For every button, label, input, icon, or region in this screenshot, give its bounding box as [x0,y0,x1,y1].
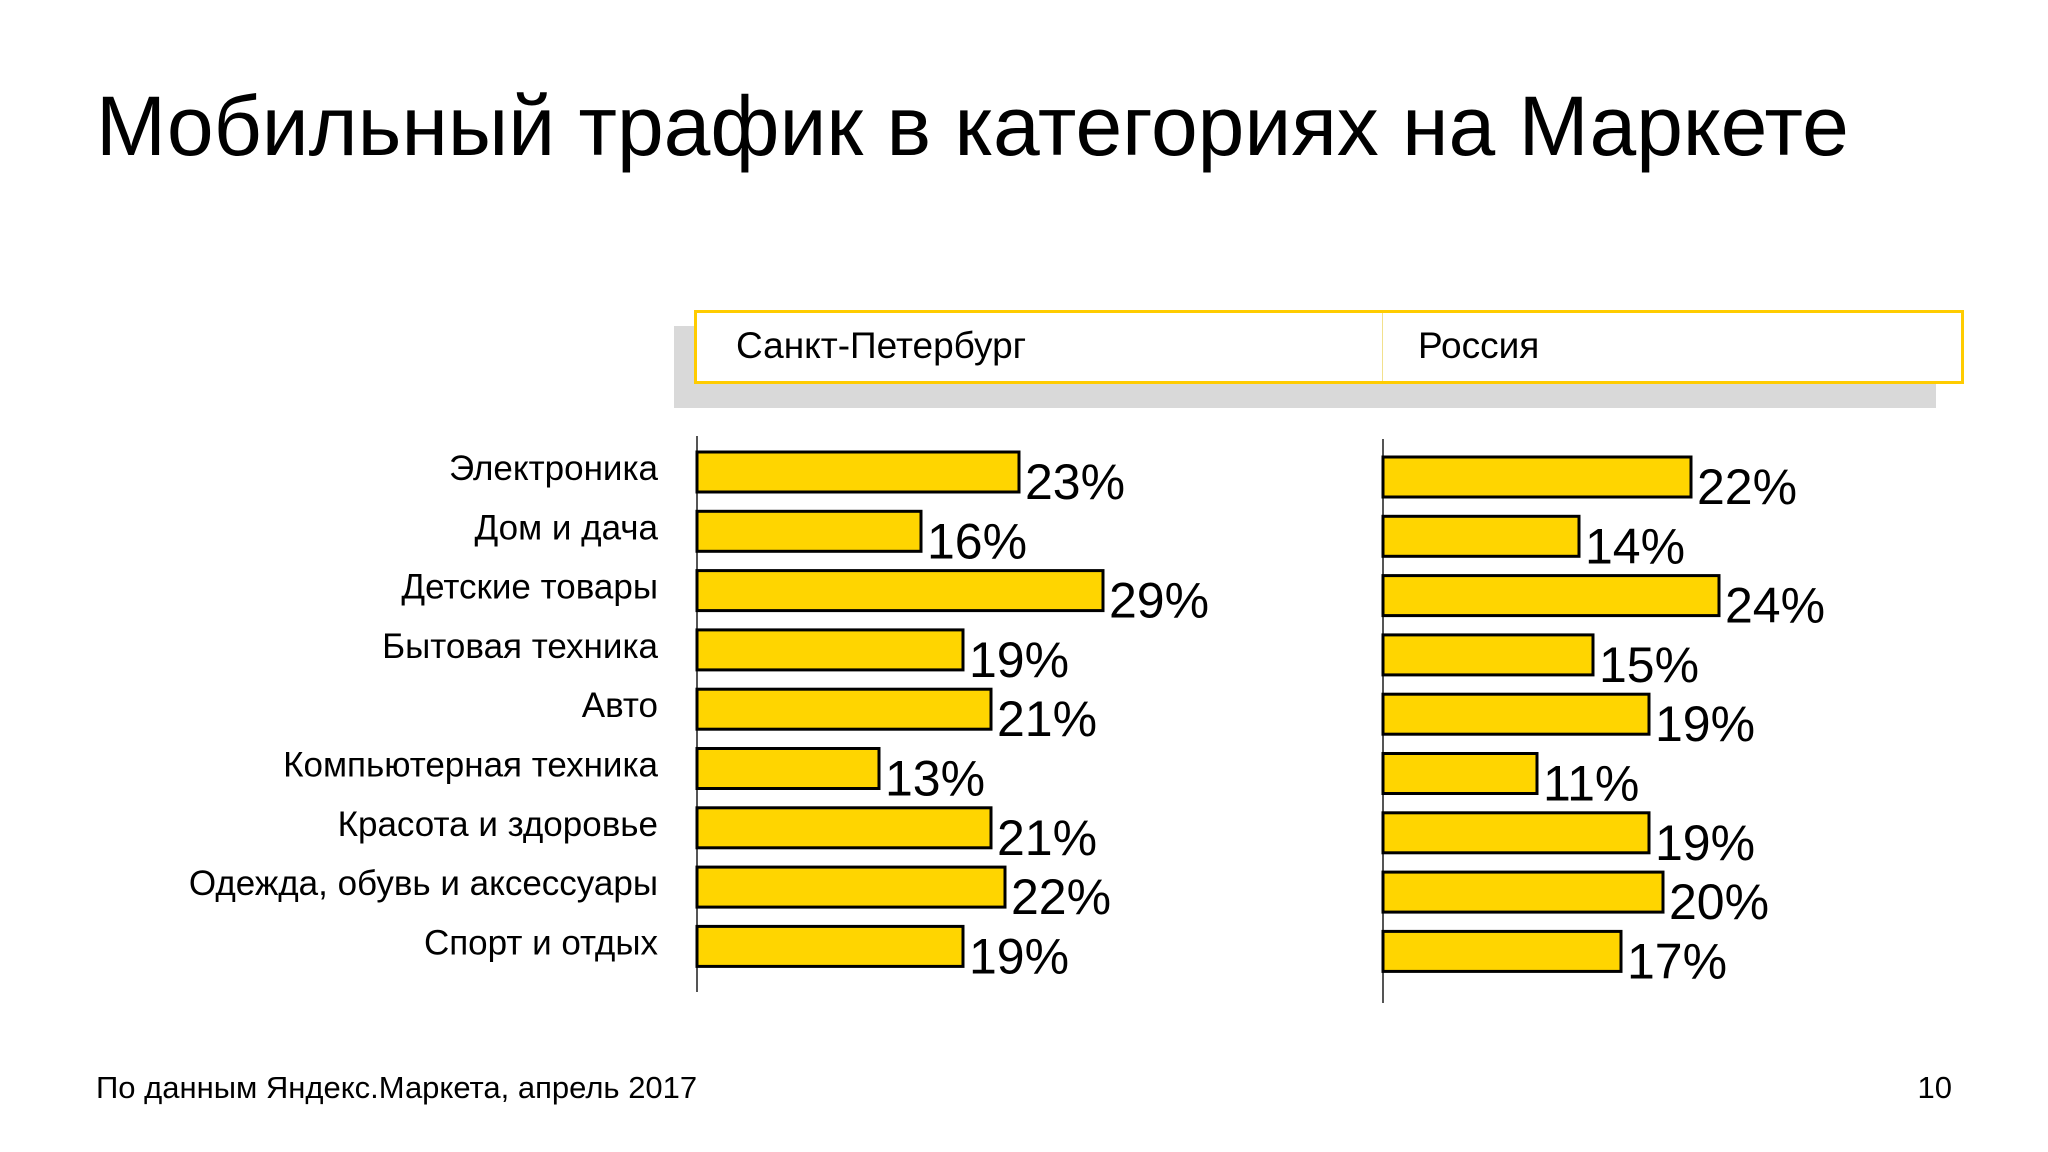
bar [1381,870,1665,914]
data-label: 19% [969,928,1069,984]
category-label: Дом и дача [475,508,659,547]
series-header-spb: Санкт-Петербург [736,325,1027,366]
page-title: Мобильный трафик в категориях на Маркете [96,79,1849,173]
category-label: Компьютерная техника [283,746,658,785]
category-label: Электроника [449,449,659,488]
data-label: 17% [1627,933,1727,989]
data-label: 24% [1725,578,1825,634]
bar [1381,929,1623,973]
category-label: Авто [582,686,658,725]
bar [695,628,965,672]
bar [1381,752,1539,795]
data-label: 19% [969,632,1069,688]
bar [695,747,881,790]
bar [1381,633,1595,677]
bar [695,509,923,553]
data-label: 22% [1011,869,1111,925]
data-label: 21% [997,691,1097,747]
category-label: Спорт и отдых [424,923,659,962]
source-note: По данным Яндекс.Маркета, апрель 2017 [96,1070,698,1105]
data-label: 21% [997,810,1097,866]
data-label: 16% [927,513,1027,569]
data-label: 19% [1655,696,1755,752]
bar [695,806,993,850]
bar [695,865,1007,909]
series-header-divider [1382,313,1383,381]
data-label: 23% [1025,454,1125,510]
bar [1381,692,1651,736]
bar [1381,514,1581,558]
data-label: 11% [1543,756,1639,812]
category-label: Одежда, обувь и аксессуары [189,864,658,903]
category-label: Детские товары [401,568,658,607]
bar [695,924,965,968]
data-label: 20% [1669,874,1769,930]
category-label: Красота и здоровье [338,805,658,844]
page-number: 10 [1917,1070,1952,1105]
data-label: 22% [1697,459,1797,515]
bar [695,687,993,731]
data-label: 14% [1585,518,1685,574]
series-header-box [694,310,1964,384]
series-header-russia: Россия [1418,325,1540,366]
data-label: 15% [1599,637,1699,693]
data-label: 29% [1109,573,1209,629]
bar [1381,574,1721,618]
bar [1381,455,1693,499]
bar [695,450,1021,494]
bar [1381,811,1651,855]
data-label: 19% [1655,815,1755,871]
category-label: Бытовая техника [382,627,658,666]
data-label: 13% [885,751,985,807]
bar [695,569,1105,613]
